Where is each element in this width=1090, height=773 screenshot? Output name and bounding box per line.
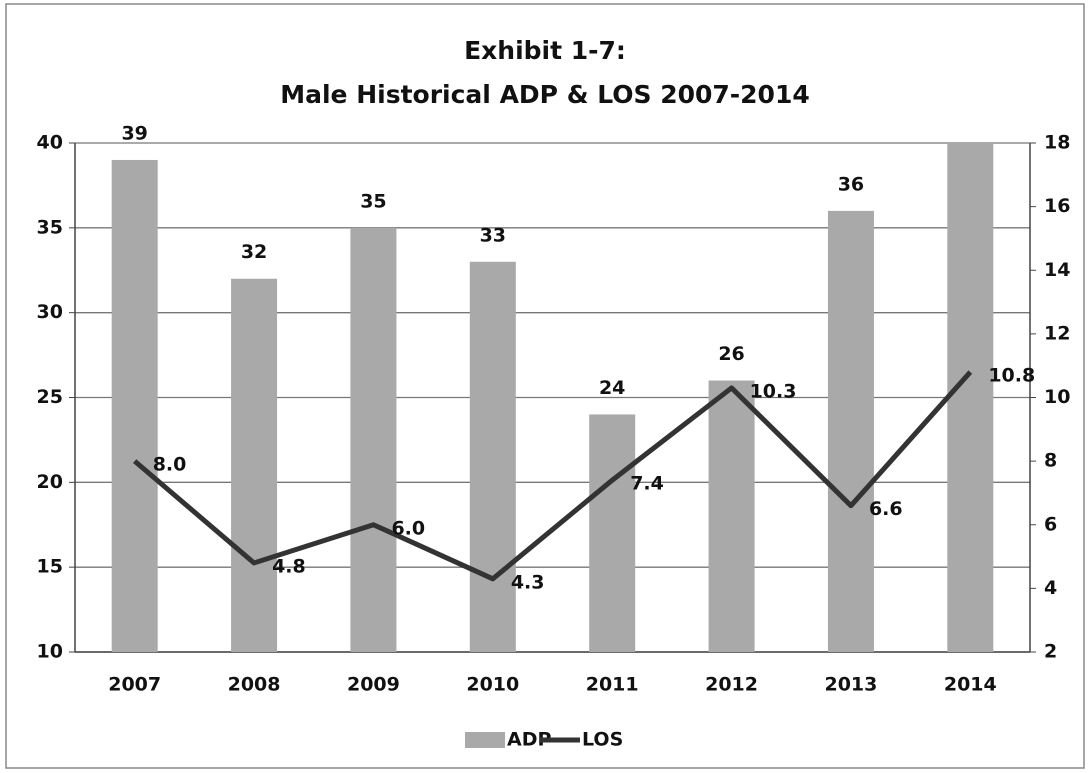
data-label: 26 — [718, 343, 744, 365]
y-tick-label: 20 — [37, 471, 63, 493]
y-tick-label: 25 — [37, 386, 63, 408]
y2-tick-label: 16 — [1044, 195, 1070, 217]
x-tick-label: 2009 — [347, 674, 400, 696]
bar — [827, 210, 874, 652]
bar — [231, 278, 278, 652]
y-tick-label: 35 — [37, 216, 63, 238]
data-label: 33 — [480, 224, 506, 246]
y-tick-label: 30 — [37, 301, 63, 323]
data-label: 32 — [241, 241, 267, 263]
bar — [947, 143, 994, 652]
chart-subtitle: Male Historical ADP & LOS 2007-2014 — [280, 80, 810, 109]
x-tick-label: 2008 — [228, 674, 281, 696]
line — [133, 370, 973, 582]
legend-label: ADP — [507, 729, 551, 751]
y-tick-label: 40 — [37, 132, 63, 154]
data-label: 4.3 — [511, 571, 545, 593]
data-label: 35 — [360, 190, 386, 212]
y2-tick-label: 4 — [1044, 577, 1057, 599]
bar — [589, 414, 636, 652]
bar — [111, 159, 158, 652]
bar — [469, 261, 516, 652]
x-tick-label: 2013 — [824, 674, 877, 696]
y2-tick-label: 2 — [1044, 641, 1057, 663]
chart-title: Exhibit 1-7: — [464, 36, 626, 65]
legend-label: LOS — [582, 729, 623, 751]
data-label: 24 — [599, 377, 625, 399]
y-tick-label: 15 — [37, 556, 63, 578]
y2-tick-label: 6 — [1044, 513, 1057, 535]
bar — [708, 380, 755, 652]
data-label: 6.0 — [391, 517, 425, 539]
data-label: 39 — [121, 122, 147, 144]
x-tick-label: 2007 — [108, 674, 161, 696]
data-label: 7.4 — [630, 473, 664, 495]
chart-border — [5, 3, 1085, 769]
bar — [350, 227, 397, 653]
y-tick-label: 10 — [37, 641, 63, 663]
y2-tick-label: 14 — [1044, 259, 1070, 281]
data-label: 6.6 — [869, 498, 903, 520]
data-label: 8.0 — [153, 454, 187, 476]
x-tick-label: 2011 — [586, 674, 639, 696]
x-tick-label: 2012 — [705, 674, 758, 696]
data-label: 4.8 — [272, 555, 306, 577]
data-label: 10.8 — [988, 365, 1035, 387]
x-tick-label: 2014 — [944, 674, 997, 696]
y2-tick-label: 8 — [1044, 450, 1057, 472]
x-tick-label: 2010 — [466, 674, 519, 696]
legend-swatch — [465, 732, 505, 748]
y2-tick-label: 10 — [1044, 386, 1070, 408]
y2-tick-label: 12 — [1044, 322, 1070, 344]
y2-tick-label: 18 — [1044, 132, 1070, 154]
data-label: 10.3 — [750, 380, 797, 402]
data-label: 36 — [838, 173, 864, 195]
